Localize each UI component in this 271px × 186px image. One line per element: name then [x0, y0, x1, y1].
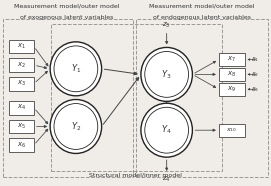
Ellipse shape [50, 100, 102, 153]
Text: $x_5$: $x_5$ [17, 122, 26, 131]
Text: $\delta_2$: $\delta_2$ [251, 70, 260, 79]
Text: $x_8$: $x_8$ [227, 70, 236, 79]
Text: $Y_1$: $Y_1$ [71, 62, 81, 75]
FancyBboxPatch shape [9, 40, 34, 53]
Text: $x_{10}$: $x_{10}$ [226, 126, 237, 134]
Text: $Y_3$: $Y_3$ [162, 68, 172, 81]
Text: $x_6$: $x_6$ [17, 140, 26, 150]
Ellipse shape [141, 47, 192, 101]
FancyBboxPatch shape [219, 83, 244, 96]
FancyBboxPatch shape [219, 68, 244, 81]
FancyBboxPatch shape [9, 77, 34, 91]
Text: $Y_4$: $Y_4$ [162, 124, 172, 137]
FancyBboxPatch shape [219, 53, 244, 66]
Text: $Y_2$: $Y_2$ [71, 120, 81, 133]
FancyBboxPatch shape [219, 124, 244, 137]
Text: $\delta_3$: $\delta_3$ [251, 85, 260, 94]
Text: $x_9$: $x_9$ [227, 85, 236, 94]
Text: $x_3$: $x_3$ [17, 79, 26, 88]
Ellipse shape [50, 42, 102, 96]
Text: $x_1$: $x_1$ [17, 42, 26, 51]
Text: of exogenous latent variables: of exogenous latent variables [20, 15, 113, 20]
Text: $x_7$: $x_7$ [227, 55, 236, 64]
Text: Measurement model/outer model: Measurement model/outer model [14, 4, 119, 9]
FancyBboxPatch shape [9, 138, 34, 152]
Text: Structural model/inner model: Structural model/inner model [89, 173, 182, 178]
Ellipse shape [141, 103, 192, 157]
FancyBboxPatch shape [9, 120, 34, 134]
FancyBboxPatch shape [9, 58, 34, 72]
Text: of endogenous latent variables: of endogenous latent variables [153, 15, 251, 20]
Text: $\delta_1$: $\delta_1$ [251, 55, 260, 64]
Text: $x_2$: $x_2$ [17, 60, 26, 70]
FancyBboxPatch shape [9, 101, 34, 115]
Text: $z_4$: $z_4$ [162, 175, 171, 184]
Text: $x_4$: $x_4$ [17, 103, 26, 113]
Text: Measurement model/outer model: Measurement model/outer model [149, 4, 255, 9]
Text: $z_3$: $z_3$ [162, 20, 171, 30]
